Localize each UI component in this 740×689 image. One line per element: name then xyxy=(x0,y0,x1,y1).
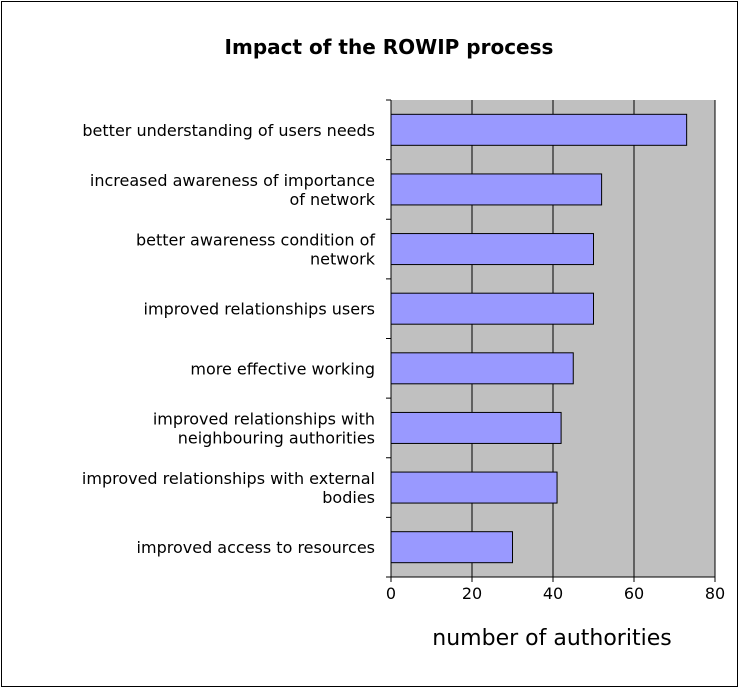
x-tick-label: 80 xyxy=(705,584,725,603)
category-label: better awareness condition of network xyxy=(136,231,376,269)
x-tick-label: 0 xyxy=(386,584,396,603)
bar xyxy=(390,173,603,206)
category-label: more effective working xyxy=(190,359,375,378)
category-label: improved relationships users xyxy=(144,300,375,319)
bar xyxy=(390,352,574,385)
category-label: improved access to resources xyxy=(137,538,375,557)
chart-title: Impact of the ROWIP process xyxy=(225,35,554,59)
category-label: better understanding of users needs xyxy=(82,121,375,140)
x-tick-label: 40 xyxy=(543,584,563,603)
x-axis-label: number of authorities xyxy=(432,626,671,651)
bar xyxy=(390,233,594,266)
bar xyxy=(390,531,513,564)
category-label: improved relationships with neighbouring … xyxy=(153,409,375,447)
bar xyxy=(390,292,594,325)
bar xyxy=(390,113,688,146)
x-tick-label: 20 xyxy=(462,584,482,603)
bar xyxy=(390,471,558,504)
bar xyxy=(390,411,562,444)
category-label: improved relationships with external bodi… xyxy=(82,469,375,507)
x-tick-label: 60 xyxy=(624,584,644,603)
category-label: increased awareness of importance of netw… xyxy=(90,171,376,209)
